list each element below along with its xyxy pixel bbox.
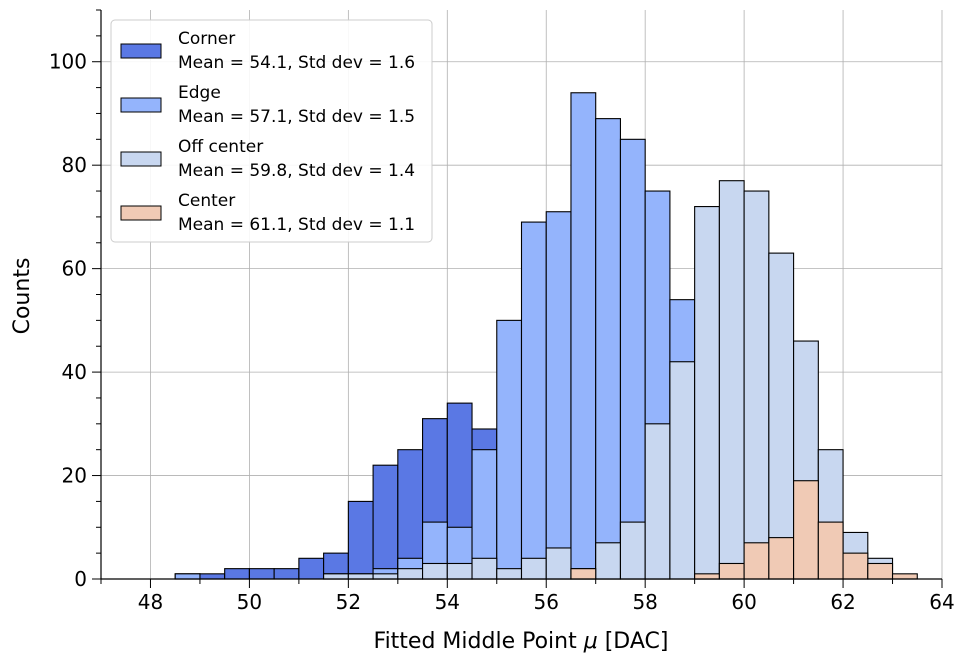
x-tick-label: 62 [830, 590, 855, 614]
x-tick-label: 60 [731, 590, 756, 614]
histogram-bar [298, 557, 325, 580]
histogram-bar [397, 449, 424, 580]
histogram-bar [842, 552, 869, 580]
histogram-bar [397, 568, 424, 580]
legend-frame [110, 19, 433, 243]
x-tick-label: 52 [336, 590, 361, 614]
y-tick-label: 100 [49, 50, 87, 74]
histogram-bar [174, 573, 201, 580]
axes [92, 9, 943, 588]
x-tick-label: 48 [138, 590, 163, 614]
legend-label: Edge [178, 83, 221, 103]
histogram-bar [347, 500, 374, 580]
legend-stats: Mean = 59.8, Std dev = 1.4 [178, 161, 415, 181]
histogram-bar [545, 547, 572, 580]
histogram-bar [372, 573, 399, 580]
y-tick-label: 40 [62, 360, 87, 384]
y-tick-label: 80 [62, 153, 87, 177]
x-tick-label: 58 [632, 590, 657, 614]
legend: Corner Mean = 54.1, Std dev = 1.6 Edge Mean… [110, 19, 433, 243]
histogram-bar [422, 562, 448, 580]
histogram-bar [570, 92, 597, 580]
histogram-bar [619, 138, 646, 580]
histogram-bar [891, 573, 918, 580]
legend-stats: Mean = 57.1, Std dev = 1.5 [178, 107, 415, 127]
y-tick-label: 20 [62, 464, 87, 488]
series-off-center [323, 180, 894, 580]
histogram-bar [496, 568, 523, 580]
histogram-bar [248, 568, 275, 580]
legend-label: Off center [178, 137, 263, 157]
histogram-bar [323, 573, 349, 580]
histogram-bar [446, 562, 473, 580]
histogram-bar [520, 557, 547, 580]
histogram-bar [347, 573, 374, 580]
histogram-bars [174, 92, 918, 580]
histogram-bar [644, 423, 671, 580]
x-tick-label: 64 [929, 590, 954, 614]
histogram-bar [743, 542, 770, 580]
histogram-bar [372, 464, 399, 580]
histogram-bar [817, 521, 844, 580]
histogram-bar [619, 521, 646, 580]
histogram-bar [224, 568, 250, 580]
y-tick-label: 60 [62, 257, 87, 281]
histogram-bar [694, 573, 720, 580]
legend-swatch [120, 205, 162, 221]
histogram-bar [545, 211, 572, 580]
histogram-bar [496, 319, 523, 580]
histogram-bar [768, 252, 795, 580]
histogram-bar [595, 542, 621, 580]
y-tick-label: 0 [74, 567, 87, 591]
x-tick-label: 50 [237, 590, 262, 614]
histogram-bar [867, 562, 894, 580]
legend-swatch [120, 43, 162, 59]
legend-stats: Mean = 54.1, Std dev = 1.6 [178, 53, 415, 73]
histogram-bar [471, 557, 498, 580]
histogram-bar [694, 206, 720, 580]
legend-swatch [120, 97, 162, 113]
histogram-bar [199, 573, 226, 580]
x-axis-title: Fitted Middle Point μ [DAC] [374, 629, 669, 654]
histogram-bar [718, 180, 745, 580]
histogram-bar [743, 190, 770, 580]
histogram-bar [520, 221, 547, 580]
histogram-bar [768, 537, 795, 580]
tick-labels: 48 50 52 54 56 58 60 62 64 0 20 40 60 80 100 [49, 50, 955, 614]
x-tick-label: 54 [435, 590, 460, 614]
legend-label: Center [178, 191, 235, 211]
histogram-bar [793, 480, 819, 580]
histogram-bar [669, 361, 696, 580]
histogram-bar [570, 568, 597, 580]
histogram-bar [595, 118, 621, 580]
histogram-bar [273, 568, 300, 580]
histogram-bar [718, 562, 745, 580]
y-axis-title: Counts [10, 258, 35, 335]
x-tick-label: 56 [534, 590, 559, 614]
legend-swatch [120, 151, 162, 167]
legend-label: Corner [178, 29, 235, 49]
legend-stats: Mean = 61.1, Std dev = 1.1 [178, 215, 415, 235]
